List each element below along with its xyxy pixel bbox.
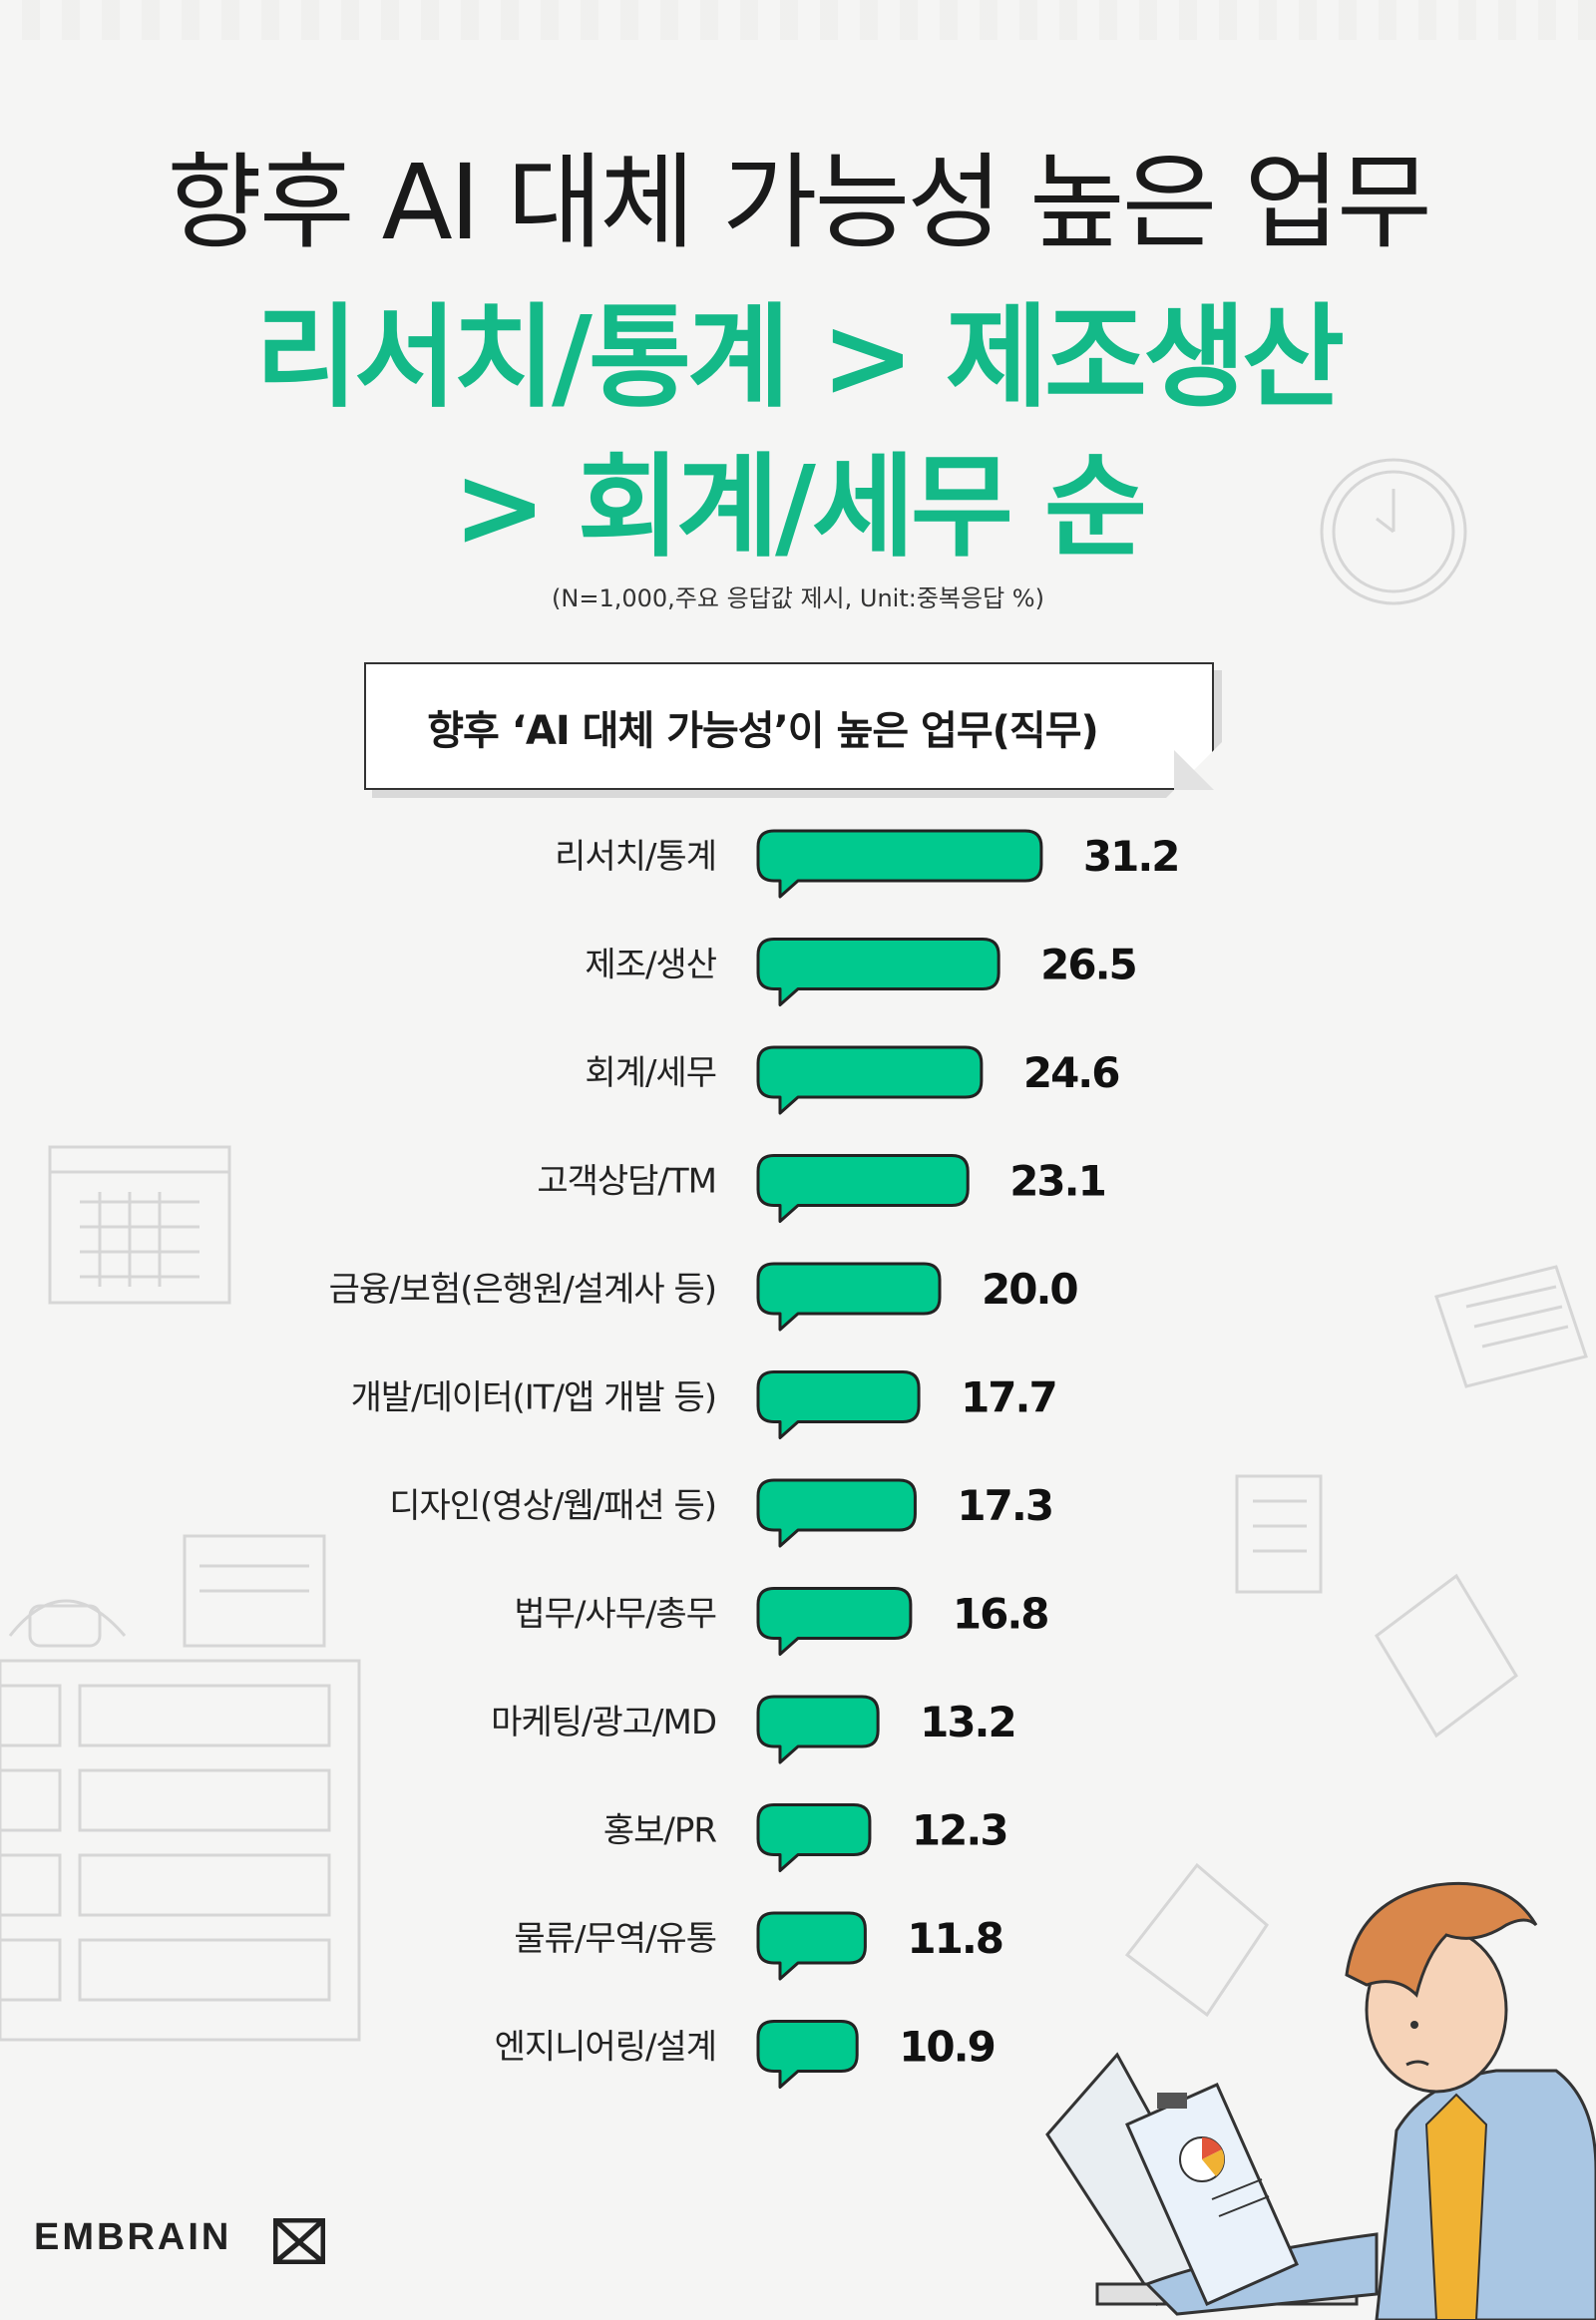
person-body: [1144, 2069, 1596, 2320]
category-label: 금융/보험(은행원/설계사 등): [329, 1270, 716, 1310]
bar-row: 개발/데이터(IT/앱 개발 등) 17.7: [351, 1370, 1058, 1439]
bar: [756, 829, 1043, 899]
bar-row: 고객상담/TM 23.1: [537, 1154, 1107, 1223]
bar: [756, 1045, 984, 1115]
bar: [756, 1262, 942, 1332]
value-label: 10.9: [899, 2023, 995, 2072]
calendar-icon: [48, 1145, 231, 1305]
person-head: [1345, 1881, 1538, 2094]
telephone-icon: [8, 1599, 127, 1648]
value-label: 16.8: [953, 1590, 1048, 1639]
bar-row: 리서치/통계 31.2: [555, 829, 1181, 899]
drawer-cabinet-icon: [0, 1659, 361, 2042]
paper-icon: [1235, 1265, 1588, 1594]
category-label: 홍보/PR: [603, 1811, 717, 1851]
clipboard-tablet-icon: [1125, 2083, 1299, 2306]
category-label: 제조/생산: [585, 946, 716, 985]
brand-logo-text: EMBRAIN: [34, 2216, 232, 2258]
bar-row: 마케팅/광고/MD 13.2: [491, 1695, 1017, 1764]
value-label: 13.2: [920, 1698, 1015, 1746]
top-decor-strip: [0, 0, 1596, 40]
value-label: 17.7: [961, 1373, 1056, 1422]
bar-row: 금융/보험(은행원/설계사 등) 20.0: [329, 1262, 1079, 1332]
category-label: 개발/데이터(IT/앱 개발 등): [351, 1378, 716, 1418]
chart-title: 향후 ‘AI 대체 가능성’이 높은 업무(직무): [427, 708, 1099, 754]
category-label: 고객상담/TM: [537, 1162, 716, 1202]
bar: [756, 1695, 880, 1764]
category-label: 리서치/통계: [555, 837, 716, 877]
category-label: 법무/사무/총무: [514, 1595, 716, 1635]
value-label: 26.5: [1040, 941, 1136, 989]
bar: [756, 938, 1000, 1006]
bar: [756, 1478, 917, 1548]
document-stack-icon: [183, 1534, 326, 1648]
category-label: 엔지니어링/설계: [495, 2028, 716, 2068]
value-label: 11.8: [907, 1914, 1002, 1963]
survey-note: (N=1,000,주요 응답값 제시, Unit:중복응답 %): [552, 584, 1044, 612]
page-title: 향후 AI 대체 가능성 높은 업무: [167, 142, 1432, 263]
bar-row: 물류/무역/유통 11.8: [514, 1911, 1004, 1981]
flying-papers-icon: [1124, 1573, 1518, 2018]
bar: [756, 2020, 859, 2089]
bar: [756, 1587, 913, 1656]
bar-row: 디자인(영상/웹/패션 등) 17.3: [389, 1478, 1054, 1548]
headline-line-2: > 회계/세무 순: [453, 443, 1147, 573]
value-label: 23.1: [1009, 1157, 1105, 1206]
value-label: 24.6: [1023, 1048, 1119, 1097]
brand-logo-icon: [273, 2218, 325, 2264]
chart-title-box: 향후 ‘AI 대체 가능성’이 높은 업무(직무): [364, 662, 1238, 814]
bar-row: 법무/사무/총무 16.8: [514, 1587, 1050, 1656]
bar-row: 회계/세무 24.6: [585, 1045, 1121, 1115]
value-label: 20.0: [982, 1265, 1077, 1314]
bar: [756, 1154, 970, 1223]
category-label: 마케팅/광고/MD: [491, 1703, 716, 1742]
corner-fold: [1174, 750, 1214, 790]
category-label: 물류/무역/유통: [514, 1919, 716, 1959]
bar-row: 제조/생산 26.5: [585, 938, 1138, 1006]
value-label: 17.3: [957, 1481, 1052, 1530]
bar: [756, 1803, 872, 1872]
value-label: 12.3: [912, 1806, 1007, 1855]
bar: [756, 1911, 867, 1981]
headline-line-1: 리서치/통계 > 제조생산: [254, 293, 1345, 423]
category-label: 디자인(영상/웹/패션 등): [389, 1486, 716, 1526]
category-label: 회계/세무: [585, 1053, 716, 1093]
bar-row: 홍보/PR 12.3: [603, 1803, 1009, 1872]
clock-icon: [1320, 458, 1467, 605]
value-label: 31.2: [1083, 832, 1179, 881]
bar-row: 엔지니어링/설계 10.9: [495, 2020, 997, 2089]
bar: [756, 1370, 921, 1439]
